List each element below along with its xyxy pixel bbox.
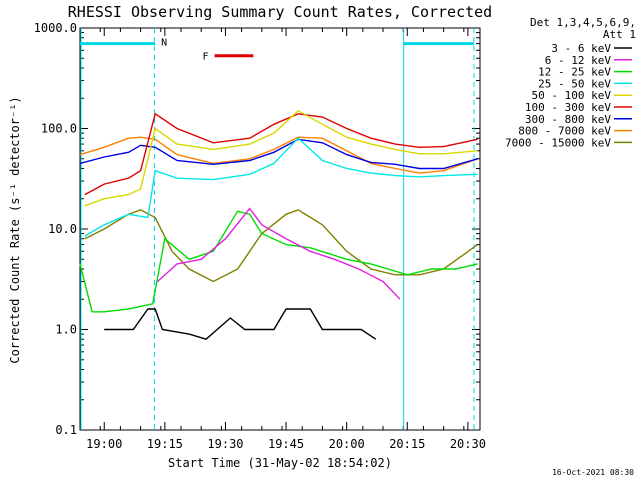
legend-label: 7000 - 15000 keV — [505, 136, 611, 149]
series-line-800-7000-keV — [79, 136, 478, 174]
x-tick-label: 19:15 — [147, 437, 183, 451]
y-tick-label: 10.0 — [48, 222, 77, 236]
series-line-100-300-keV — [84, 112, 478, 196]
legend-label: 300 - 800 keV — [525, 113, 611, 126]
legend-label: 12 - 25 keV — [538, 66, 611, 79]
series-line-300-800-keV — [79, 138, 478, 170]
series-line-50-100-keV — [84, 109, 478, 207]
series-line-25-50-keV — [84, 137, 478, 237]
x-tick-label: 20:00 — [329, 437, 365, 451]
series-line-6-12-keV — [157, 207, 401, 300]
legend-label: 50 - 100 keV — [532, 89, 612, 102]
x-tick-label: 19:30 — [207, 437, 243, 451]
generation-timestamp: 16-Oct-2021 08:30 — [552, 468, 634, 477]
legend-label: 25 - 50 keV — [538, 77, 611, 90]
y-tick-label: 100.0 — [41, 122, 77, 136]
y-tick-label: 0.1 — [55, 423, 77, 437]
legend-header-line-1: Det 1,3,4,5,6,9, — [530, 16, 636, 29]
y-tick-label: 1000.0 — [34, 21, 77, 35]
y-axis-label: Corrected Count Rate (s⁻¹ detector⁻¹) — [8, 96, 22, 363]
flare-flag-label: F — [203, 52, 209, 63]
x-tick-label: 19:45 — [268, 437, 304, 451]
night-flag-label: N — [161, 38, 167, 49]
plot-area: 0.1 1.0 10.0 100.0 1000.0 19:00 19:15 19:30 19:4… — [34, 21, 486, 451]
legend-label: 800 - 7000 keV — [518, 125, 611, 138]
x-tick-label: 20:15 — [389, 437, 425, 451]
legend-label: 100 - 300 keV — [525, 101, 611, 114]
series-line-12-25-keV — [79, 210, 478, 313]
chart-title: RHESSI Observing Summary Count Rates, Co… — [68, 3, 492, 21]
legend-header-line-2: Att 1 — [603, 28, 636, 41]
x-axis-label: Start Time (31-May-02 18:54:02) — [168, 456, 392, 470]
legend-label: 6 - 12 keV — [545, 54, 612, 67]
x-tick-label: 20:30 — [450, 437, 486, 451]
y-tick-label: 1.0 — [55, 323, 77, 337]
legend-label: 3 - 6 keV — [551, 42, 611, 55]
x-tick-label: 19:00 — [86, 437, 122, 451]
series-line-3-6-keV — [104, 308, 377, 340]
